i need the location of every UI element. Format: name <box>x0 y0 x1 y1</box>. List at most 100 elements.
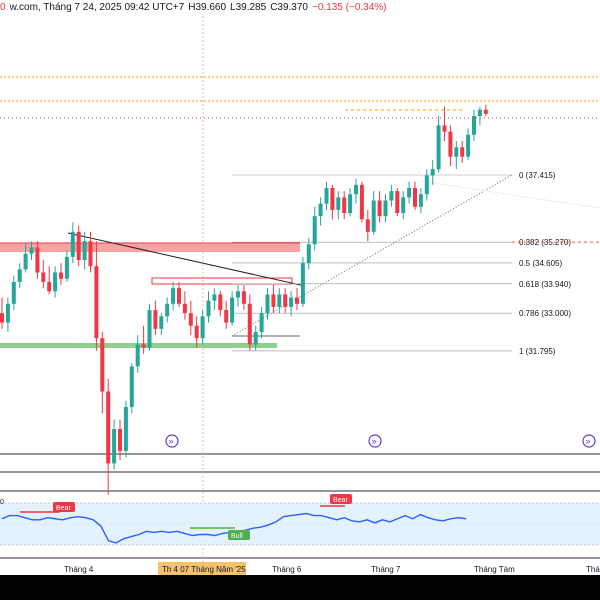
candle-body <box>289 297 294 307</box>
candle-body <box>147 310 152 348</box>
candle-body <box>23 253 28 270</box>
bottom-bar <box>0 575 600 600</box>
rsi-signal-label: Bear <box>56 505 71 512</box>
x-axis-label: Tháng 4 <box>64 565 94 574</box>
candle-body <box>94 266 99 339</box>
candle-body <box>312 216 317 245</box>
x-axis-label: Tháng Tám <box>474 565 515 574</box>
candle-body <box>407 187 412 198</box>
candle-body <box>218 294 223 311</box>
candle-body <box>194 325 199 339</box>
x-axis-label: Tháng 7 <box>371 565 401 574</box>
rsi-signal-tag <box>53 502 75 512</box>
candle-body <box>70 231 75 257</box>
candle-body <box>371 200 376 232</box>
candle-body <box>265 294 270 314</box>
candle-body <box>53 272 58 292</box>
candle-body <box>271 294 276 307</box>
candle-body <box>171 288 176 304</box>
candle-body <box>206 300 211 317</box>
candle-body <box>277 294 282 307</box>
candle-body <box>165 303 170 317</box>
crosshair-date-label: Th 4 07 Tháng Năm '25 <box>162 565 246 574</box>
fib-level-label: 0.786 (33.000) <box>519 309 571 318</box>
candle-body <box>359 184 364 220</box>
fib-level-label: 0 (37.415) <box>519 171 556 180</box>
candle-body <box>442 125 447 132</box>
candle-body <box>224 310 229 323</box>
candle-body <box>448 131 453 157</box>
supply-zone <box>0 243 300 252</box>
header-low: L39.285 <box>230 2 267 13</box>
fib-level-label: 0.5 (34.605) <box>519 259 562 268</box>
candle-body <box>306 244 311 264</box>
event-marker-glyph: » <box>586 436 591 446</box>
candle-body <box>82 241 87 260</box>
candle-body <box>64 256 69 279</box>
candle-body <box>424 175 429 195</box>
candle-body <box>35 247 40 273</box>
candle-body <box>300 263 305 304</box>
candle-body <box>253 331 258 345</box>
candle-body <box>413 187 417 207</box>
candle-body <box>466 134 471 157</box>
candle-body <box>389 191 394 201</box>
candle-body <box>11 281 16 304</box>
x-axis-label: Tháng <box>586 565 600 574</box>
candle-body <box>41 272 46 282</box>
candle-body <box>477 109 482 116</box>
candle-body <box>112 428 117 464</box>
candle-body <box>182 303 187 314</box>
resistance-box <box>151 277 293 285</box>
fib-trend-line <box>231 174 513 337</box>
candle-body <box>17 269 22 282</box>
candle-body <box>295 297 299 304</box>
rsi-signal-label: Bear <box>333 497 348 504</box>
candle-body <box>230 297 235 323</box>
fib-level-label: 0.382 (35.270) <box>519 238 571 247</box>
header-open-tail: 0 <box>0 2 6 13</box>
candle-body <box>318 203 323 217</box>
x-axis-label: Tháng 6 <box>272 565 302 574</box>
candle-body <box>135 344 140 367</box>
event-marker-icon <box>165 434 179 448</box>
candle-body <box>460 147 465 157</box>
candle-body <box>365 219 370 232</box>
candle-body <box>383 200 388 217</box>
candle-body <box>483 109 488 114</box>
candle-body <box>454 147 459 157</box>
event-marker-glyph: » <box>169 436 174 446</box>
candle-body <box>342 197 347 214</box>
candle-body <box>153 310 158 329</box>
candle-body <box>401 197 406 214</box>
candle-body <box>188 313 193 326</box>
symbol-header: 0 w.com, Tháng 7 24, 2025 09:42 UTC+7 H39.… <box>0 0 391 16</box>
header-close: C39.370 <box>270 2 308 13</box>
candle-body <box>200 316 205 339</box>
event-marker-icon <box>582 434 596 448</box>
candle-body <box>118 428 122 451</box>
downtrend-line <box>67 232 306 287</box>
faint-line <box>419 180 600 209</box>
candle-body <box>377 200 382 217</box>
candle-body <box>76 231 81 260</box>
candle-body <box>100 338 105 392</box>
crosshair-date-badge <box>158 562 246 575</box>
candle-body <box>395 191 400 214</box>
candle-body <box>236 291 240 298</box>
candle-body <box>177 288 181 304</box>
candle-body <box>354 184 358 195</box>
candle-body <box>88 241 93 267</box>
fib-level-label: 1 (31.795) <box>519 347 556 356</box>
candle-body <box>324 187 329 204</box>
rsi-signal-tag <box>228 530 250 540</box>
candle-body <box>0 313 4 323</box>
fib-level-label: 0.618 (33.940) <box>519 280 571 289</box>
candle-body <box>212 294 217 301</box>
candle-body <box>283 294 288 307</box>
candle-body <box>29 247 34 254</box>
candle-body <box>247 303 252 345</box>
candle-body <box>241 291 246 304</box>
header-source: w.com, Tháng 7 24, 2025 09:42 UTC+7 <box>9 2 185 13</box>
